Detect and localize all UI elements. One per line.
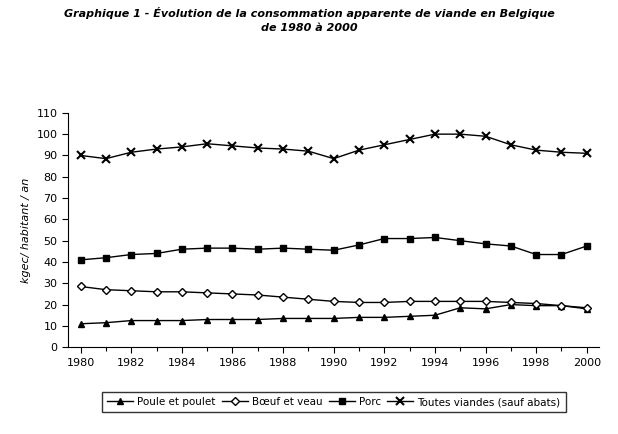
Toutes viandes (sauf abats) xyxy=(431,132,439,137)
Porc xyxy=(102,255,109,260)
Bœuf et veau xyxy=(406,299,413,304)
Bœuf et veau xyxy=(102,287,109,292)
Bœuf et veau xyxy=(482,299,489,304)
Toutes viandes (sauf abats) xyxy=(558,150,565,155)
Poule et poulet xyxy=(229,317,236,322)
Line: Porc: Porc xyxy=(77,234,590,263)
Poule et poulet xyxy=(507,302,515,307)
Toutes viandes (sauf abats) xyxy=(178,145,185,150)
Poule et poulet xyxy=(533,303,540,308)
Line: Poule et poulet: Poule et poulet xyxy=(77,302,590,327)
Bœuf et veau xyxy=(77,284,84,289)
Porc xyxy=(229,246,236,251)
Toutes viandes (sauf abats) xyxy=(330,156,337,161)
Poule et poulet xyxy=(127,318,135,323)
Toutes viandes (sauf abats) xyxy=(203,141,211,146)
Porc xyxy=(77,257,84,263)
Legend: Poule et poulet, Bœuf et veau, Porc, Toutes viandes (sauf abats): Poule et poulet, Bœuf et veau, Porc, Tou… xyxy=(101,392,566,412)
Poule et poulet xyxy=(583,306,591,312)
Porc xyxy=(381,236,388,241)
Bœuf et veau xyxy=(558,303,565,308)
Poule et poulet xyxy=(482,306,489,312)
Porc xyxy=(127,252,135,257)
Poule et poulet xyxy=(330,316,337,321)
Toutes viandes (sauf abats) xyxy=(381,142,388,148)
Porc xyxy=(279,246,287,251)
Porc xyxy=(507,243,515,249)
Bœuf et veau xyxy=(355,300,363,305)
Toutes viandes (sauf abats) xyxy=(127,150,135,155)
Bœuf et veau xyxy=(381,300,388,305)
Bœuf et veau xyxy=(153,289,160,294)
Y-axis label: kgec/ habitant / an: kgec/ habitant / an xyxy=(21,178,31,283)
Poule et poulet xyxy=(406,314,413,319)
Toutes viandes (sauf abats) xyxy=(153,146,160,151)
Poule et poulet xyxy=(153,318,160,323)
Bœuf et veau xyxy=(229,291,236,296)
Poule et poulet xyxy=(355,315,363,320)
Porc xyxy=(533,252,540,257)
Poule et poulet xyxy=(305,316,312,321)
Toutes viandes (sauf abats) xyxy=(279,146,287,151)
Bœuf et veau xyxy=(254,293,261,298)
Poule et poulet xyxy=(102,320,109,326)
Porc xyxy=(431,235,439,240)
Porc xyxy=(558,252,565,257)
Poule et poulet xyxy=(558,303,565,308)
Porc xyxy=(355,242,363,247)
Toutes viandes (sauf abats) xyxy=(406,137,413,142)
Bœuf et veau xyxy=(127,288,135,293)
Poule et poulet xyxy=(254,317,261,322)
Porc xyxy=(406,236,413,241)
Toutes viandes (sauf abats) xyxy=(77,153,84,158)
Porc xyxy=(153,251,160,256)
Toutes viandes (sauf abats) xyxy=(102,156,109,161)
Porc xyxy=(583,243,591,249)
Toutes viandes (sauf abats) xyxy=(254,145,261,151)
Poule et poulet xyxy=(381,315,388,320)
Poule et poulet xyxy=(457,305,464,310)
Bœuf et veau xyxy=(305,297,312,302)
Poule et poulet xyxy=(279,316,287,321)
Toutes viandes (sauf abats) xyxy=(507,142,515,148)
Bœuf et veau xyxy=(330,299,337,304)
Bœuf et veau xyxy=(583,305,591,310)
Porc xyxy=(254,247,261,252)
Toutes viandes (sauf abats) xyxy=(583,151,591,156)
Toutes viandes (sauf abats) xyxy=(355,148,363,153)
Bœuf et veau xyxy=(279,295,287,300)
Poule et poulet xyxy=(431,312,439,318)
Bœuf et veau xyxy=(457,299,464,304)
Line: Bœuf et veau: Bœuf et veau xyxy=(77,283,590,311)
Toutes viandes (sauf abats) xyxy=(482,134,489,139)
Bœuf et veau xyxy=(507,300,515,305)
Toutes viandes (sauf abats) xyxy=(533,148,540,153)
Porc xyxy=(482,241,489,247)
Poule et poulet xyxy=(203,317,211,322)
Toutes viandes (sauf abats) xyxy=(229,143,236,148)
Bœuf et veau xyxy=(178,289,185,294)
Porc xyxy=(178,247,185,252)
Line: Toutes viandes (sauf abats): Toutes viandes (sauf abats) xyxy=(77,130,591,162)
Poule et poulet xyxy=(77,321,84,326)
Porc xyxy=(203,246,211,251)
Bœuf et veau xyxy=(533,301,540,306)
Porc xyxy=(305,247,312,252)
Text: Graphique 1 - Évolution de la consommation apparente de viande en Belgique
de 19: Graphique 1 - Évolution de la consommati… xyxy=(64,7,554,33)
Porc xyxy=(330,248,337,253)
Toutes viandes (sauf abats) xyxy=(457,132,464,137)
Toutes viandes (sauf abats) xyxy=(305,148,312,154)
Bœuf et veau xyxy=(431,299,439,304)
Bœuf et veau xyxy=(203,290,211,296)
Poule et poulet xyxy=(178,318,185,323)
Porc xyxy=(457,238,464,243)
